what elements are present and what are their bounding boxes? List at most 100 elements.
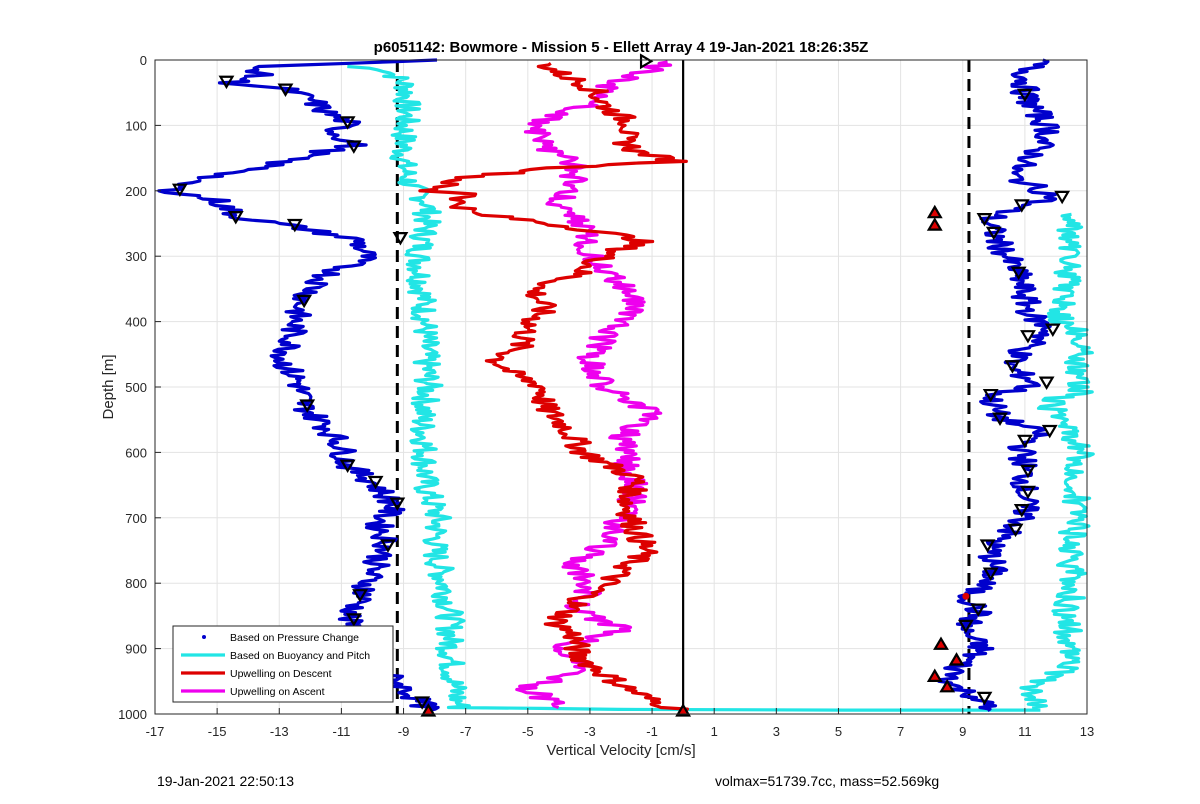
marker-triangle-down [1020, 485, 1036, 500]
series-line [937, 58, 1060, 713]
x-tick-label: 5 [835, 724, 842, 739]
x-tick-label: 1 [711, 724, 718, 739]
marker-triangle-down [1013, 199, 1030, 213]
legend-label: Based on Pressure Change [230, 632, 359, 644]
x-tick-label: 7 [897, 724, 904, 739]
x-tick-label: 11 [1018, 724, 1032, 739]
x-tick-label: -15 [208, 724, 227, 739]
marker-triangle-down [1010, 266, 1027, 281]
legend-label: Upwelling on Descent [230, 668, 332, 680]
legend-swatch-dot [202, 635, 206, 639]
marker-triangle-down [367, 475, 384, 490]
marker-triangle-down [339, 459, 356, 474]
x-tick-label: -9 [398, 724, 410, 739]
x-tick-label: -1 [646, 724, 658, 739]
marker-triangle-down [985, 226, 1002, 241]
marker-triangle-down [976, 213, 993, 227]
marker-triangle-down [1004, 360, 1021, 374]
y-tick-label: 500 [125, 380, 147, 395]
marker-triangle-down [296, 294, 313, 309]
y-tick-label: 1000 [118, 707, 147, 722]
marker-triangle-up [948, 652, 965, 666]
y-tick-label: 0 [140, 53, 147, 68]
marker-triangle-up [420, 703, 437, 717]
marker-triangle-down [957, 619, 974, 634]
y-tick-label: 400 [125, 315, 147, 330]
series-upwelling-on-descent [418, 61, 689, 713]
y-tick-label: 700 [125, 511, 147, 526]
marker-triangle-down [1007, 523, 1024, 538]
data-markers [171, 53, 1071, 717]
marker-triangle-down [392, 231, 409, 246]
marker-triangle-down [380, 539, 396, 553]
series-line [157, 58, 440, 713]
legend-label: Based on Buoyancy and Pitch [230, 650, 370, 662]
marker-triangle-down [345, 140, 362, 154]
marker-triangle-down [352, 589, 368, 603]
marker-triangle-up [926, 217, 943, 231]
marker-triangle-down [299, 399, 316, 413]
chart-title: p6051142: Bowmore - Mission 5 - Ellett A… [374, 39, 869, 56]
y-tick-label: 600 [125, 445, 147, 460]
marker-dot [962, 592, 970, 600]
marker-triangle-down [979, 539, 996, 553]
x-tick-label: 9 [959, 724, 966, 739]
marker-triangle-up [926, 668, 943, 682]
marker-triangle-down [970, 603, 987, 617]
x-tick-label: 3 [773, 724, 780, 739]
marker-triangle-down [286, 218, 303, 233]
x-tick-label: -17 [146, 724, 165, 739]
series-based-on-buoyancy-and-pitch-climb [1019, 212, 1095, 710]
x-axis-ticks: -17 -15 -13 -11 -9 -7 -5 -3 -1 1 3 5 7 9 11 13 [146, 708, 1094, 739]
marker-triangle-down [1013, 504, 1030, 518]
marker-triangle-down [1038, 376, 1055, 390]
x-tick-label: -11 [332, 724, 350, 739]
marker-triangle-down [414, 696, 431, 710]
marker-triangle-down [339, 116, 356, 130]
marker-triangle-down [277, 83, 294, 97]
marker-triangle-down [1041, 424, 1058, 439]
series-line [418, 61, 689, 713]
x-tick-label: -3 [584, 724, 596, 739]
y-tick-label: 100 [125, 118, 147, 133]
series-based-on-pressure-change-climb [937, 58, 1060, 713]
legend: Based on Pressure Change Based on Buoyanc… [172, 625, 394, 703]
series-line [347, 64, 1041, 712]
footer-volmax-mass: volmax=51739.7cc, mass=52.569kg [715, 773, 940, 789]
marker-triangle-right [639, 53, 654, 70]
series-based-on-buoyancy-and-pitch-dive [347, 64, 1041, 712]
x-tick-label: -13 [270, 724, 289, 739]
marker-triangle-up [939, 678, 956, 693]
marker-triangle-down [171, 183, 188, 198]
marker-triangle-up [933, 636, 949, 650]
reference-lines [395, 60, 971, 714]
y-tick-label: 800 [125, 576, 147, 591]
marker-triangle-down [345, 613, 362, 627]
series-line [1019, 212, 1095, 710]
footer-timestamp: 19-Jan-2021 22:50:13 [157, 773, 294, 789]
marker-triangle-down [227, 211, 244, 225]
marker-triangle-down [1016, 434, 1033, 449]
marker-triangle-down [1016, 88, 1033, 103]
marker-triangle-down [1054, 190, 1071, 205]
marker-triangle-down [982, 388, 999, 403]
marker-triangle-down [218, 75, 235, 90]
series-based-on-pressure-change-dive [157, 58, 440, 713]
legend-label: Upwelling on Ascent [230, 686, 325, 698]
legend-box [172, 625, 394, 703]
marker-triangle-down [1020, 330, 1036, 344]
marker-triangle-down [992, 412, 1008, 426]
marker-triangle-up [926, 204, 943, 219]
marker-triangle-down [1020, 464, 1036, 479]
marker-triangle-up [675, 703, 692, 717]
grid-lines [154, 59, 1088, 715]
y-tick-label: 300 [125, 249, 147, 264]
y-tick-label: 900 [125, 642, 147, 657]
marker-triangle-down [1044, 323, 1061, 338]
marker-triangle-down [976, 691, 993, 706]
x-tick-label: -5 [522, 724, 534, 739]
y-axis-label: Depth [m] [100, 354, 117, 419]
marker-triangle-down [389, 497, 406, 511]
y-axis-ticks: 0 100 200 300 400 500 600 700 800 900 1000 [118, 53, 161, 722]
